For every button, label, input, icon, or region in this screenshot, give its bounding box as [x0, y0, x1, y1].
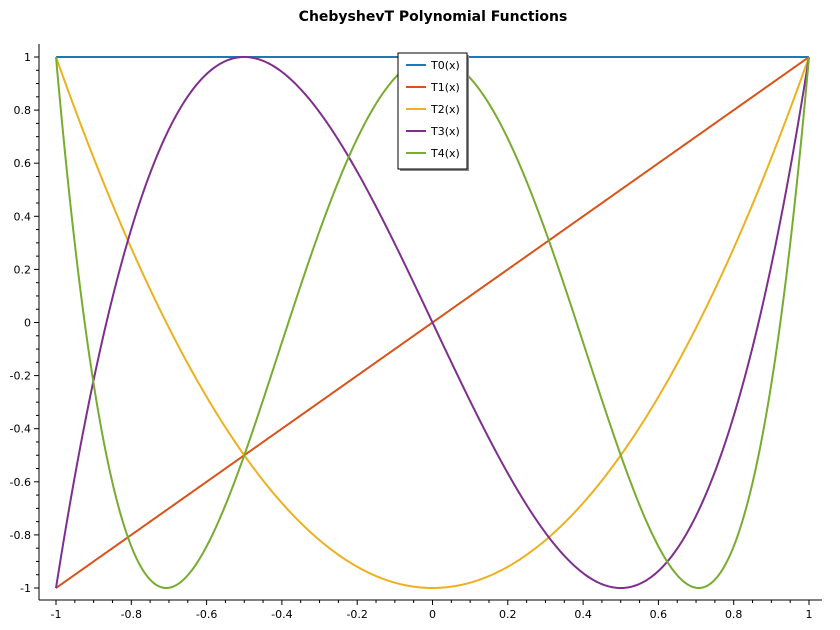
x-tick-label: -0.4 [271, 608, 292, 621]
x-tick-label: -0.6 [196, 608, 217, 621]
y-tick-label: 0 [24, 317, 31, 330]
y-tick-label: -0.2 [10, 370, 31, 383]
y-tick-label: 0.8 [14, 104, 32, 117]
x-tick-label: -0.2 [346, 608, 367, 621]
series-line-t2 [55, 56, 810, 590]
y-tick-label: 0.4 [14, 210, 32, 223]
y-tick-label: -0.4 [10, 423, 31, 436]
axes: -1 -0.8 -0.6 -0.4 -0.2 0 0.2 0.4 0.6 0.8 1 -1 -0.8 -0… [10, 44, 822, 621]
y-tick-label: -1 [20, 582, 31, 595]
x-tick-label: 1 [806, 608, 813, 621]
y-tick-label: -0.6 [10, 476, 31, 489]
y-tick-label: 0.2 [14, 263, 32, 276]
x-tick-label: 0 [429, 608, 436, 621]
legend-label: T0(x) [430, 59, 460, 72]
legend-label: T2(x) [430, 103, 460, 116]
x-tick-label: -1 [51, 608, 62, 621]
series-line-t3 [55, 55, 810, 590]
y-tick-label: 1 [24, 51, 31, 64]
x-tick-label: 0.4 [574, 608, 592, 621]
x-tick-label: -0.8 [121, 608, 142, 621]
y-tick-label: -0.8 [10, 529, 31, 542]
x-tick-label: 0.6 [650, 608, 668, 621]
x-tick-label: 0.2 [499, 608, 517, 621]
legend-label: T1(x) [430, 81, 460, 94]
legend-label: T4(x) [430, 147, 460, 160]
legend-label: T3(x) [430, 125, 460, 138]
legend: T0(x) T1(x) T2(x) T3(x) T4(x) [397, 52, 469, 171]
legend-box [397, 52, 468, 170]
y-tick-label: 0.6 [14, 157, 32, 170]
x-tick-label: 0.8 [725, 608, 743, 621]
chart-title: ChebyshevT Polynomial Functions [298, 9, 568, 25]
